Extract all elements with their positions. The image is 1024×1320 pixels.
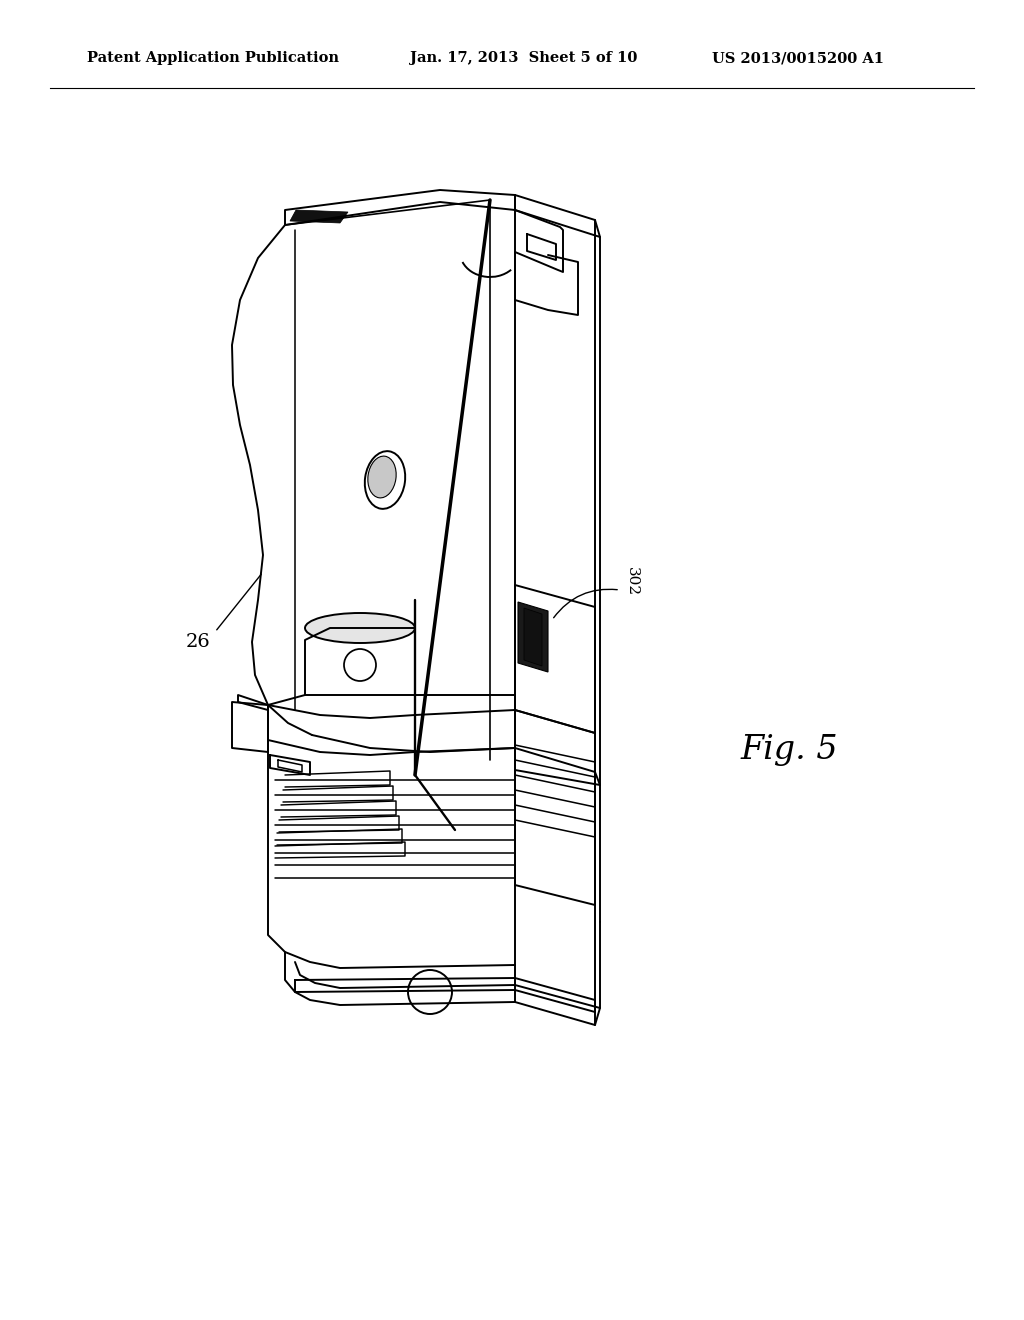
Text: Fig. 5: Fig. 5	[740, 734, 838, 766]
Circle shape	[408, 970, 452, 1014]
Ellipse shape	[305, 612, 415, 643]
Polygon shape	[290, 210, 348, 223]
Text: 302: 302	[625, 568, 639, 597]
Text: Jan. 17, 2013  Sheet 5 of 10: Jan. 17, 2013 Sheet 5 of 10	[410, 51, 637, 66]
Text: 26: 26	[185, 634, 210, 651]
Ellipse shape	[365, 451, 406, 508]
Circle shape	[344, 649, 376, 681]
Polygon shape	[518, 602, 548, 672]
Polygon shape	[524, 609, 542, 667]
Text: US 2013/0015200 A1: US 2013/0015200 A1	[712, 51, 884, 66]
Text: Patent Application Publication: Patent Application Publication	[87, 51, 339, 66]
Ellipse shape	[368, 457, 396, 498]
